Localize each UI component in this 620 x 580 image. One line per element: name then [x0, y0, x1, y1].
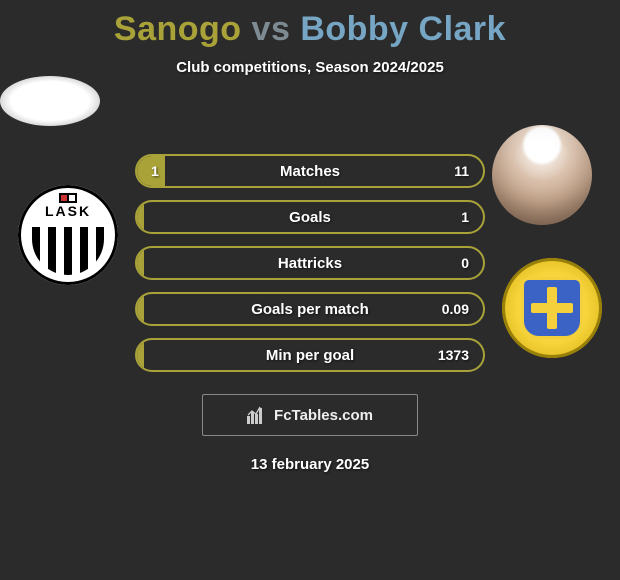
player2-name: Bobby Clark	[300, 10, 506, 48]
brand-badge[interactable]: FcTables.com	[202, 394, 418, 436]
player2-avatar	[492, 125, 592, 225]
badge-left-text: LASK	[18, 203, 118, 219]
stat-right-value: 1373	[438, 347, 469, 363]
shield-icon	[521, 277, 583, 339]
bar-chart-icon	[247, 406, 267, 424]
badge-emblem-icon	[59, 193, 77, 203]
stat-label: Goals	[137, 209, 483, 226]
badge-stripes-icon	[32, 227, 104, 275]
stat-label: Min per goal	[137, 347, 483, 364]
player1-avatar	[0, 76, 100, 126]
stats-list: 1 Matches 11 Goals 1 Hattricks 0 Goals p…	[135, 154, 485, 372]
player2-club-badge	[502, 258, 602, 358]
comparison-card: Sanogo vs Bobby Clark Club competitions,…	[0, 0, 620, 580]
player1-club-badge: LASK	[18, 185, 118, 285]
stat-right-value: 11	[454, 163, 469, 179]
stat-row-goals: Goals 1	[135, 200, 485, 234]
subtitle: Club competitions, Season 2024/2025	[0, 59, 620, 76]
date-text: 13 february 2025	[0, 456, 620, 473]
vs-text: vs	[252, 10, 291, 48]
brand-text: FcTables.com	[274, 407, 373, 424]
stat-row-matches: 1 Matches 11	[135, 154, 485, 188]
stat-label: Goals per match	[137, 301, 483, 318]
player1-name: Sanogo	[114, 10, 242, 48]
stat-label: Matches	[137, 163, 483, 180]
stat-row-gpm: Goals per match 0.09	[135, 292, 485, 326]
stat-label: Hattricks	[137, 255, 483, 272]
shield-cross-h-icon	[531, 303, 573, 313]
stat-right-value: 1	[461, 209, 469, 225]
stat-right-value: 0.09	[442, 301, 469, 317]
stat-row-mpg: Min per goal 1373	[135, 338, 485, 372]
stat-row-hattricks: Hattricks 0	[135, 246, 485, 280]
page-title: Sanogo vs Bobby Clark	[0, 10, 620, 49]
stat-right-value: 0	[461, 255, 469, 271]
